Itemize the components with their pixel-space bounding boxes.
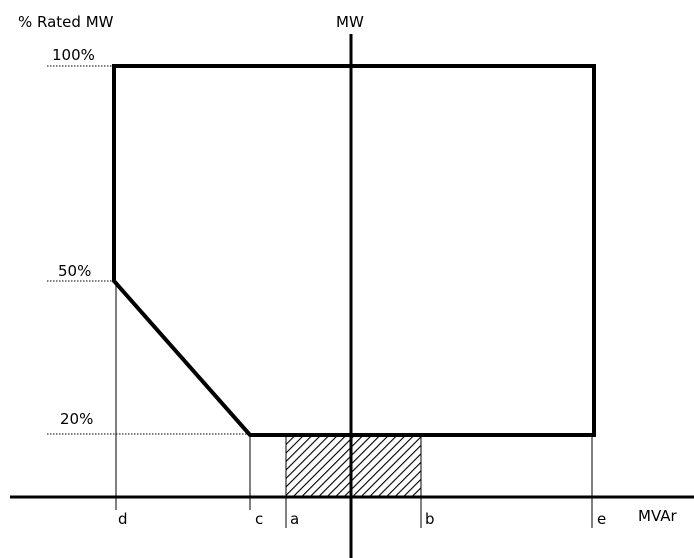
- marker-label-d: d: [118, 510, 128, 528]
- marker-label-c: c: [255, 510, 263, 528]
- marker-label-a: a: [290, 510, 299, 528]
- mvar-axis-label: MVAr: [638, 507, 678, 525]
- tick-label-50: 50%: [58, 262, 91, 280]
- hatched-region: [285, 434, 422, 499]
- tick-label-20: 20%: [60, 410, 93, 428]
- mw-axis-label: MW: [336, 13, 364, 31]
- marker-label-e: e: [597, 510, 606, 528]
- capability-boundary: [112, 64, 596, 437]
- marker-label-b: b: [425, 510, 435, 528]
- tick-label-100: 100%: [52, 46, 95, 64]
- y-axis-title: % Rated MW: [18, 13, 114, 31]
